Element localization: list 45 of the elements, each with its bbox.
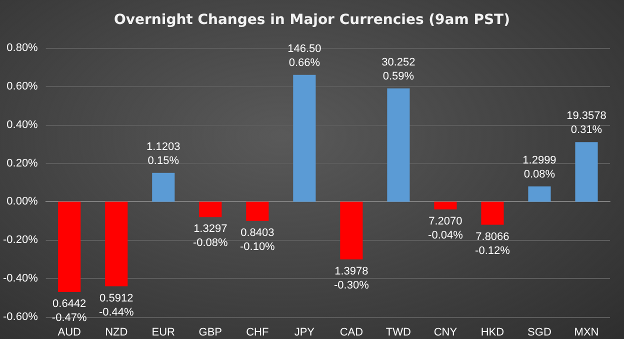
y-tick-label: 0.20% [6,157,38,170]
x-tick-label: SGD [528,326,552,338]
x-tick-label: CAD [340,326,364,338]
bar [528,186,551,202]
bar [58,202,81,292]
data-label: 7.2070 -0.04% [428,215,464,242]
bar [434,202,457,210]
bar [481,202,504,225]
y-tick-label: -0.20% [2,234,38,246]
bar [575,142,598,202]
x-tick-label: CNY [434,326,458,338]
data-label: 0.6442 -0.47% [52,298,87,324]
bar [293,74,316,202]
y-tick-label: -0.40% [2,272,38,285]
x-tick-label: NZD [105,326,128,338]
x-tick-label: HKD [480,326,504,338]
x-tick-label: JPY [294,326,316,338]
data-label: 1.3978 -0.30% [334,265,370,292]
data-label: 19.3578 0.31% [566,110,606,136]
data-label: 0.5912 -0.44% [98,292,134,318]
chart-title: Overnight Changes in Major Currencies (9am PST) [114,12,510,28]
data-label: 1.1203 0.15% [146,140,180,167]
x-tick-label: CHF [246,326,269,338]
data-label: 7.8066 -0.12% [475,230,510,257]
data-label: 1.3297 -0.08% [192,223,228,250]
x-tick-label: MXN [574,326,599,338]
y-tick-label: 0.80% [6,42,38,54]
bar [246,202,269,221]
x-tick-label: TWD [386,326,412,338]
data-label: 146.50 0.66% [288,42,322,69]
x-tick-label: AUD [58,326,82,338]
bar [152,172,175,202]
y-tick-label: -0.60% [2,311,38,323]
x-tick-label: GBP [198,326,222,338]
data-label: 1.2999 0.08% [522,154,556,180]
data-label: 30.252 0.59% [382,56,416,82]
x-tick-label: EUR [152,326,176,338]
y-tick-label: 0.60% [6,80,38,92]
y-tick-label: 0.40% [6,118,38,131]
bar [105,202,128,286]
bar [387,88,410,202]
y-tick-label: 0.00% [6,196,38,208]
data-label: 0.8403 -0.10% [240,226,276,253]
bar [340,202,363,260]
bar [199,202,222,218]
